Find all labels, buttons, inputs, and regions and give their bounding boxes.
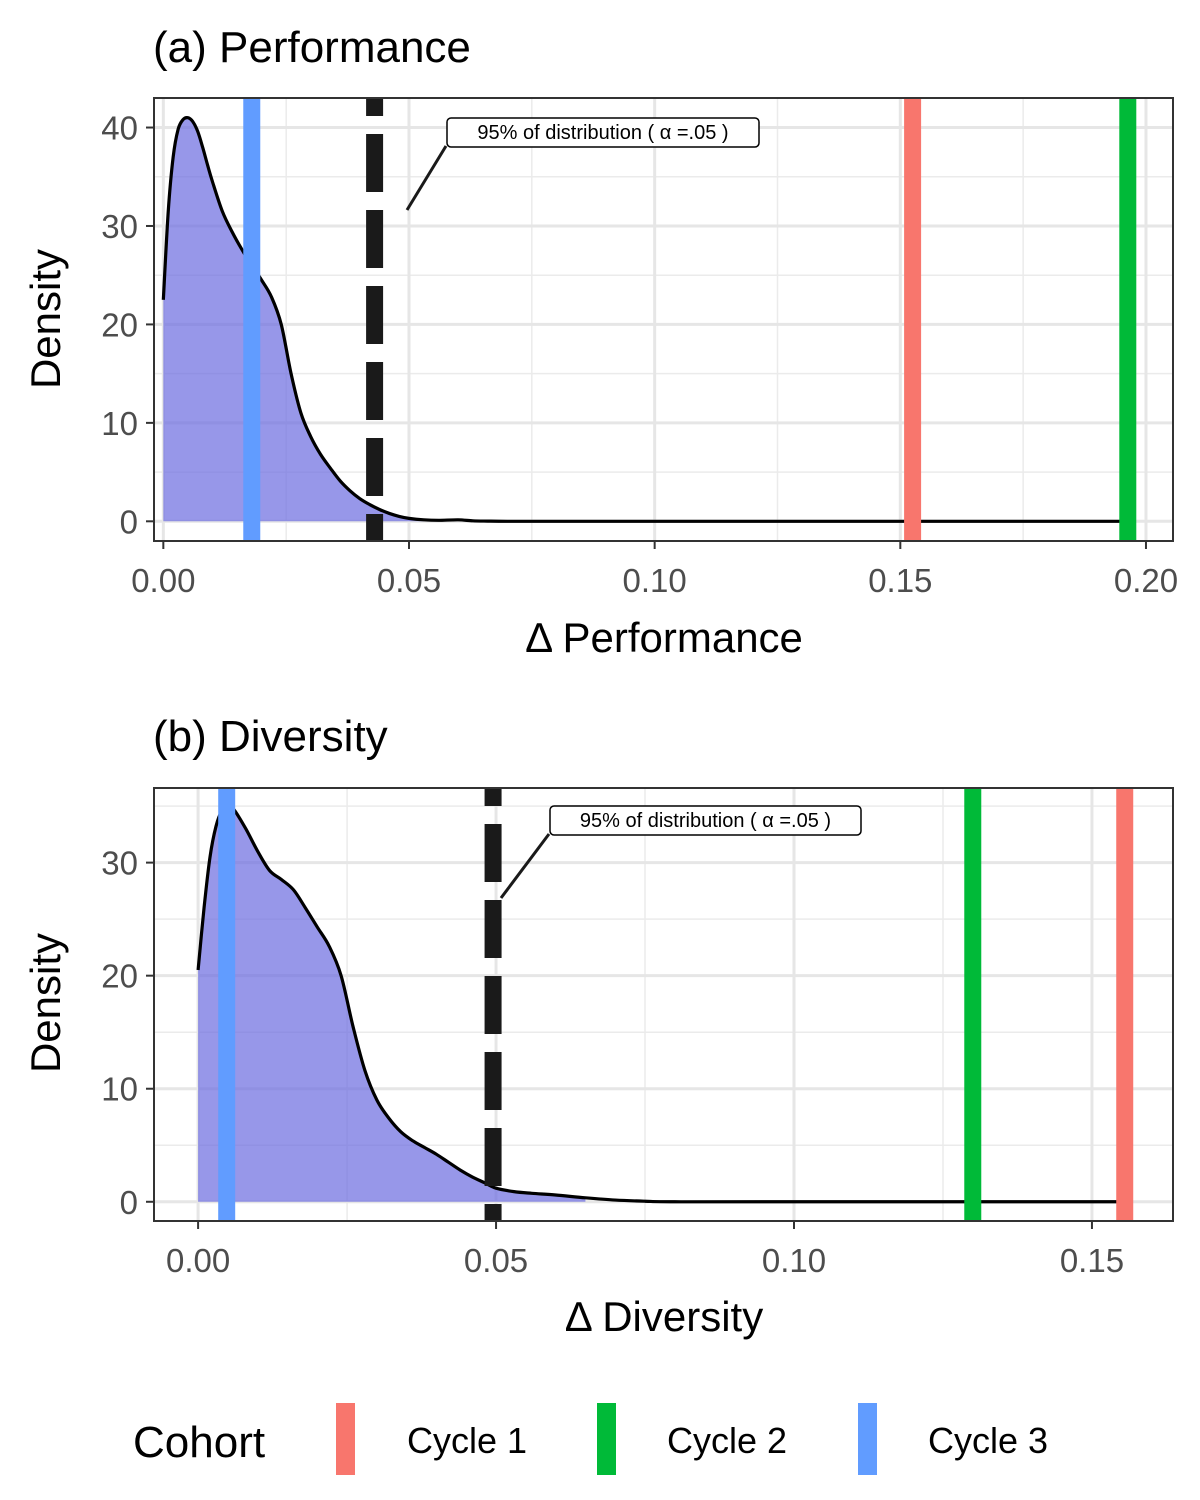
y-axis-title: Density [22, 249, 69, 389]
y-tick-label: 10 [101, 405, 138, 442]
legend-key-cycle-3 [858, 1403, 877, 1475]
legend: Cohort Cycle 1 Cycle 2 Cycle 3 [133, 1403, 1048, 1475]
legend-label-cycle-1: Cycle 1 [407, 1420, 527, 1461]
y-tick-label: 30 [101, 845, 138, 882]
annotation-box [446, 117, 760, 148]
density-area [163, 117, 424, 522]
plot-area: 95% of distribution ( α =.05 ) 0.00 0.05 0.… [101, 97, 1178, 599]
y-axis-title: Density [22, 933, 69, 1073]
x-tick-label: 0.10 [623, 562, 687, 599]
annotation-label: 95% of distribution ( α =.05 ) [580, 810, 831, 832]
legend-key-cycle-1 [336, 1403, 355, 1475]
y-tick-label: 20 [101, 306, 138, 343]
y-tick-label: 30 [101, 208, 138, 245]
panel-title: (b) Diversity [153, 712, 388, 761]
x-axis-title: Δ Performance [525, 614, 803, 661]
x-tick-label: 0.00 [166, 1242, 230, 1279]
annotation-leader [405, 145, 448, 211]
plot-area: 95% of distribution ( α =.05 ) 0.00 0.05 0.… [101, 787, 1174, 1279]
annotation-label: 95% of distribution ( α =.05 ) [477, 122, 728, 144]
legend-title: Cohort [133, 1418, 265, 1467]
x-tick-label: 0.15 [868, 562, 932, 599]
y-tick-label: 0 [120, 503, 138, 540]
x-tick-label: 0.20 [1114, 562, 1178, 599]
x-tick-label: 0.15 [1060, 1242, 1124, 1279]
annotation-box [549, 805, 862, 836]
panel-border [153, 97, 1174, 542]
panel-diversity: (b) Diversity 95% of distribution ( α =.… [22, 712, 1174, 1340]
y-tick-label: 20 [101, 958, 138, 995]
legend-key-cycle-2 [597, 1403, 616, 1475]
density-curve [196, 804, 1122, 1204]
x-tick-label: 0.05 [377, 562, 441, 599]
x-tick-label: 0.00 [131, 562, 195, 599]
annotation-leader [499, 833, 551, 899]
x-axis-title: Δ Diversity [565, 1293, 763, 1340]
y-tick-label: 10 [101, 1071, 138, 1108]
panel-title: (a) Performance [153, 23, 471, 72]
x-tick-label: 0.10 [762, 1242, 826, 1279]
y-tick-label: 0 [120, 1184, 138, 1221]
density-curve [161, 115, 1132, 523]
y-tick-label: 40 [101, 110, 138, 147]
legend-label-cycle-3: Cycle 3 [928, 1420, 1048, 1461]
x-tick-label: 0.05 [464, 1242, 528, 1279]
panel-border [153, 787, 1174, 1222]
density-area [198, 806, 586, 1202]
panel-performance: (a) Performance 95% of distribution ( α … [22, 23, 1178, 661]
legend-label-cycle-2: Cycle 2 [667, 1420, 787, 1461]
